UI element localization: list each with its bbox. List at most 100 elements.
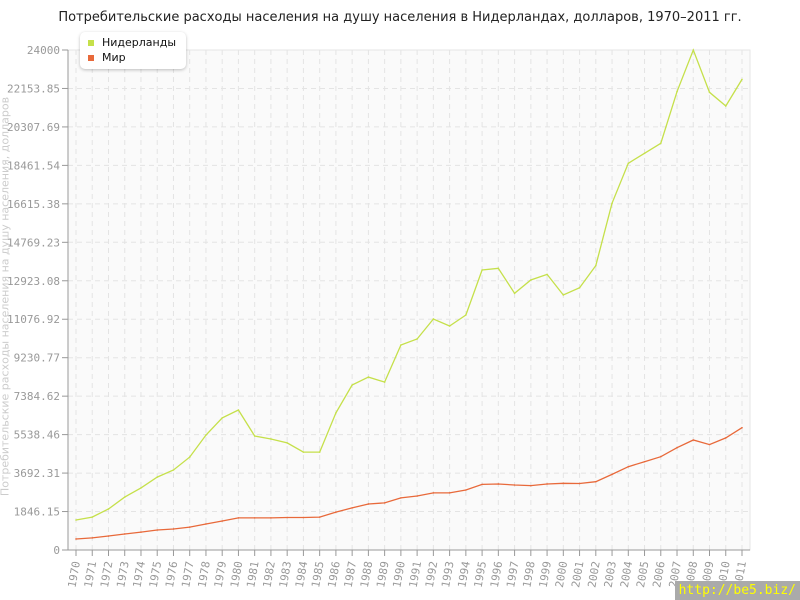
y-tick-label: 18461.54 xyxy=(7,159,60,172)
data-point xyxy=(416,338,418,340)
y-tick-label: 9230.77 xyxy=(14,352,60,365)
x-tick-label: 2002 xyxy=(585,560,602,588)
data-point xyxy=(448,325,451,327)
data-point xyxy=(140,531,142,533)
x-tick-label: 1977 xyxy=(179,560,196,588)
data-point xyxy=(205,523,207,525)
x-tick-label: 1997 xyxy=(504,560,521,588)
x-tick-label: 1975 xyxy=(147,560,164,588)
data-point xyxy=(627,162,630,165)
data-point xyxy=(546,483,548,485)
legend-swatch xyxy=(88,39,94,46)
x-tick-label: 2005 xyxy=(634,560,651,588)
legend: Нидерланды Мир xyxy=(80,32,187,69)
data-point xyxy=(75,519,77,521)
data-point xyxy=(302,451,305,453)
data-point xyxy=(188,456,191,458)
data-point xyxy=(400,497,402,499)
x-tick-label: 1996 xyxy=(488,560,505,588)
x-tick-label: 1974 xyxy=(131,560,148,589)
data-point xyxy=(611,473,613,476)
data-point xyxy=(692,439,695,441)
data-point xyxy=(643,152,646,155)
data-point xyxy=(659,142,662,145)
data-point xyxy=(513,484,516,486)
data-point xyxy=(107,535,110,537)
x-tick-label: 1990 xyxy=(390,560,407,588)
data-point xyxy=(400,344,402,346)
y-tick-label: 20307.69 xyxy=(7,121,60,134)
data-point xyxy=(724,105,727,107)
data-point xyxy=(205,434,207,436)
x-tick-label: 1985 xyxy=(309,560,326,588)
series-line-netherlands xyxy=(75,48,743,521)
data-point xyxy=(741,426,743,429)
data-point xyxy=(416,495,418,497)
data-point xyxy=(367,376,370,378)
x-tick-label: 1973 xyxy=(114,560,131,588)
y-tick-label: 11076.92 xyxy=(7,313,60,326)
data-point xyxy=(318,516,321,518)
data-point xyxy=(465,489,467,491)
chart-title: Потребительские расходы населения на душ… xyxy=(58,10,742,25)
data-point xyxy=(676,446,678,449)
data-point xyxy=(237,409,240,411)
data-point xyxy=(221,520,223,522)
x-tick-label: 1972 xyxy=(98,560,115,588)
x-tick-label: 2003 xyxy=(602,560,619,588)
data-point xyxy=(578,482,581,485)
y-tick-label: 3692.31 xyxy=(14,467,60,480)
data-point xyxy=(107,508,110,510)
data-point xyxy=(383,381,386,383)
x-tick-label: 1994 xyxy=(455,560,472,589)
x-tick-label: 1991 xyxy=(407,560,424,588)
data-point xyxy=(724,437,727,439)
data-point xyxy=(270,438,272,440)
data-point xyxy=(708,443,711,446)
legend-label: Мир xyxy=(102,51,126,64)
y-tick-label: 22153.85 xyxy=(7,82,60,95)
data-point xyxy=(253,435,256,437)
y-tick-label: 14769.23 xyxy=(7,236,60,249)
plot-area xyxy=(67,49,751,551)
y-tick-label: 1846.15 xyxy=(14,506,60,519)
data-point xyxy=(578,286,581,289)
data-point xyxy=(91,516,94,518)
x-tick-label: 1970 xyxy=(66,560,83,588)
x-tick-label: 1988 xyxy=(358,560,375,588)
x-tick-label: 1986 xyxy=(325,560,342,588)
legend-swatch xyxy=(88,54,94,61)
x-tick-label: 1999 xyxy=(537,560,554,588)
data-point xyxy=(432,492,435,494)
data-point xyxy=(708,91,711,94)
data-point xyxy=(595,264,597,267)
x-tick-label: 1971 xyxy=(82,560,99,588)
data-point xyxy=(627,465,630,468)
x-tick-label: 2000 xyxy=(553,560,570,588)
x-tick-label: 1980 xyxy=(228,560,245,588)
x-tick-label: 2004 xyxy=(618,560,635,589)
legend-item-world[interactable]: Мир xyxy=(88,50,176,65)
x-tick-label: 2001 xyxy=(569,560,586,588)
data-point xyxy=(172,469,175,471)
data-point xyxy=(741,78,743,81)
data-point xyxy=(335,412,337,414)
x-tick-label: 1993 xyxy=(439,560,456,588)
x-tick-label: 1983 xyxy=(277,560,294,588)
watermark[interactable]: http://be5.biz/ xyxy=(674,581,800,600)
y-tick-label: 24000 xyxy=(27,44,60,57)
data-point xyxy=(465,314,467,316)
x-tick-label: 2006 xyxy=(650,560,667,588)
legend-label: Нидерланды xyxy=(102,36,177,49)
data-point xyxy=(562,294,565,296)
data-point xyxy=(497,483,500,485)
data-point xyxy=(383,502,386,504)
x-tick-label: 1979 xyxy=(212,560,229,588)
x-tick-label: 1998 xyxy=(520,560,537,588)
legend-item-netherlands[interactable]: Нидерланды xyxy=(88,35,176,50)
data-point xyxy=(75,538,77,540)
y-tick-label: 12923.08 xyxy=(7,275,60,288)
y-tick-label: 7384.62 xyxy=(14,390,60,403)
x-tick-label: 1987 xyxy=(342,560,359,588)
y-tick-label: 5538.46 xyxy=(14,429,60,442)
